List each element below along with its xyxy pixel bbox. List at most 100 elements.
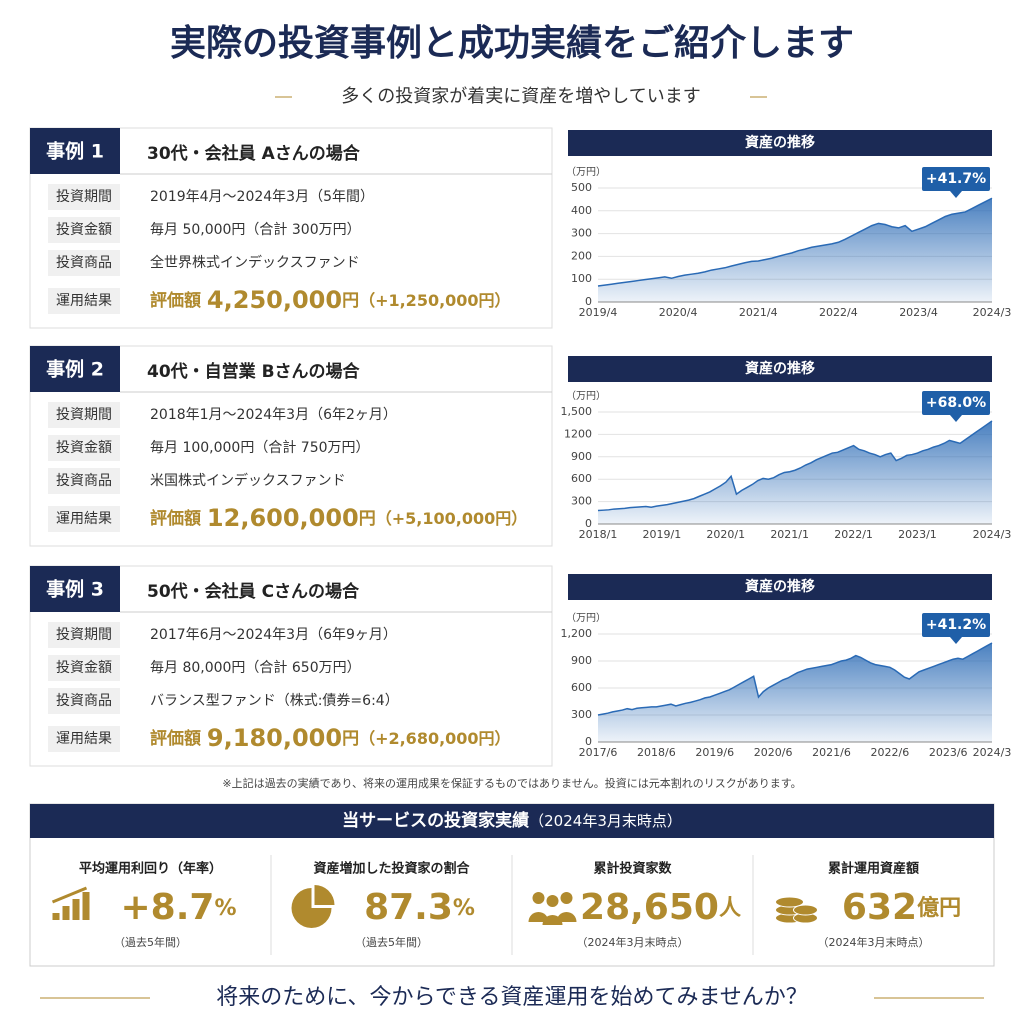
icon-body: [542, 915, 563, 925]
row-label: 投資期間: [56, 407, 112, 423]
result-gain: （+1,250,000円）: [359, 291, 511, 310]
line: [597, 642, 993, 716]
growth-badge: +41.2%: [926, 617, 986, 633]
row-label: 投資金額: [56, 660, 112, 676]
badge-pointer: [950, 191, 962, 198]
row-label-bg: [48, 250, 120, 276]
row-label-bg: [48, 402, 120, 428]
result-amount: 12,600,000: [207, 504, 359, 532]
icon-arrow: [51, 886, 88, 904]
y-tick-label: 300: [571, 227, 592, 240]
row-label: 投資期間: [56, 189, 112, 205]
result-prefix: 評価額: [150, 728, 207, 749]
row-label-bg: [48, 506, 120, 532]
stat-number: 87.3: [364, 887, 453, 928]
badge-pointer: [950, 415, 962, 422]
icon-bar: [72, 899, 80, 920]
stat-icon: [528, 892, 577, 925]
y-tick-label: 600: [571, 681, 592, 694]
y-axis-label: （万円）: [566, 166, 606, 178]
result-unit: 円: [342, 291, 359, 311]
badge-bg: [922, 391, 990, 415]
row-label: 運用結果: [56, 731, 112, 747]
x-tick-label: 2019/6: [695, 746, 734, 759]
row-value: 毎月 80,000円（合計 650万円）: [150, 660, 361, 676]
row-label-bg: [48, 288, 120, 314]
row-value: 全世界株式インデックスファンド: [150, 254, 360, 271]
stat-unit: %: [214, 896, 236, 921]
row-label: 投資商品: [56, 255, 112, 271]
result: 評価額 9,180,000円（+2,680,000円）: [150, 724, 511, 752]
page-title: 実際の投資事例と成功実績をご紹介します: [170, 22, 854, 64]
stat-label: 累計運用資産額: [828, 861, 919, 877]
page-subtitle: 多くの投資家が着実に資産を増やしています: [341, 86, 700, 107]
x-tick-label: 2020/1: [706, 528, 745, 541]
y-tick-label: 600: [571, 472, 592, 485]
row-label-bg: [48, 217, 120, 243]
stat-label: 資産増加した投資家の割合: [313, 861, 470, 877]
badge-bg: [922, 613, 990, 637]
chart-title: 資産の推移: [745, 578, 815, 595]
icon-bar: [82, 892, 90, 920]
x-tick-label: 2024/3: [973, 306, 1012, 319]
x-tick-label: 2018/1: [579, 528, 618, 541]
x-tick-label: 2021/6: [812, 746, 851, 759]
stat-note: （過去5年間）: [355, 935, 428, 949]
row-label: 投資金額: [56, 222, 112, 238]
row-value: 毎月 50,000円（合計 300万円）: [150, 222, 361, 238]
stats-title: 当サービスの投資家実績（2024年3月末時点）: [342, 810, 682, 831]
x-tick-label: 2022/4: [819, 306, 858, 319]
icon-bar: [52, 913, 60, 920]
row-label-bg: [48, 726, 120, 752]
row-label: 投資商品: [56, 473, 112, 489]
case-badge: 事例 1: [46, 140, 104, 163]
case-title: 50代・会社員 Cさんの場合: [147, 581, 360, 602]
stat-value: 87.3%: [364, 887, 475, 928]
case-badge-bg: [30, 128, 120, 174]
y-tick-label: 1,500: [561, 405, 593, 418]
chart-title: 資産の推移: [745, 360, 815, 377]
x-tick-label: 2022/6: [871, 746, 910, 759]
icon-coin: [793, 904, 818, 916]
result-amount: 4,250,000: [207, 286, 342, 314]
icon-head: [532, 892, 545, 904]
growth-badge: +68.0%: [926, 395, 986, 411]
result: 評価額 4,250,000円（+1,250,000円）: [150, 286, 511, 314]
icon-pie: [291, 888, 332, 928]
result-gain: （+5,100,000円）: [376, 509, 528, 528]
y-tick-label: 300: [571, 495, 592, 508]
row-label-bg: [48, 622, 120, 648]
case-badge-bg: [30, 346, 120, 392]
result-prefix: 評価額: [150, 508, 207, 529]
icon-slice: [314, 885, 335, 905]
row-value: 毎月 100,000円（合計 750万円）: [150, 440, 370, 456]
y-axis-label: （万円）: [566, 612, 606, 624]
area: [598, 643, 992, 742]
chart-header: [568, 356, 992, 382]
stat-unit: 人: [719, 896, 741, 921]
stat-unit: 億円: [917, 895, 961, 921]
y-tick-label: 300: [571, 708, 592, 721]
row-label-bg: [48, 688, 120, 714]
result-prefix: 評価額: [150, 290, 207, 311]
x-tick-label: 2022/1: [834, 528, 873, 541]
stat-number: +8.7: [121, 887, 215, 928]
x-tick-label: 2020/6: [754, 746, 793, 759]
x-tick-label: 2023/4: [899, 306, 938, 319]
row-value: 米国株式インデックスファンド: [150, 472, 346, 489]
x-tick-label: 2023/6: [929, 746, 968, 759]
stat-number: 632: [842, 887, 917, 928]
x-tick-label: 2017/6: [579, 746, 618, 759]
stat-value: 632億円: [842, 887, 961, 928]
row-label: 投資金額: [56, 440, 112, 456]
case-badge-bg: [30, 566, 120, 612]
row-label: 投資商品: [56, 693, 112, 709]
row-label-bg: [48, 655, 120, 681]
result-unit: 円: [342, 729, 359, 749]
row-value: バランス型ファンド（株式:債券=6:4）: [150, 693, 399, 709]
stats-title-sub: （2024年3月末時点）: [529, 812, 682, 830]
y-tick-label: 1,200: [561, 627, 593, 640]
case-title: 30代・会社員 Aさんの場合: [147, 143, 361, 164]
x-tick-label: 2018/6: [637, 746, 676, 759]
stats-title-main: 当サービスの投資家実績: [342, 810, 529, 831]
